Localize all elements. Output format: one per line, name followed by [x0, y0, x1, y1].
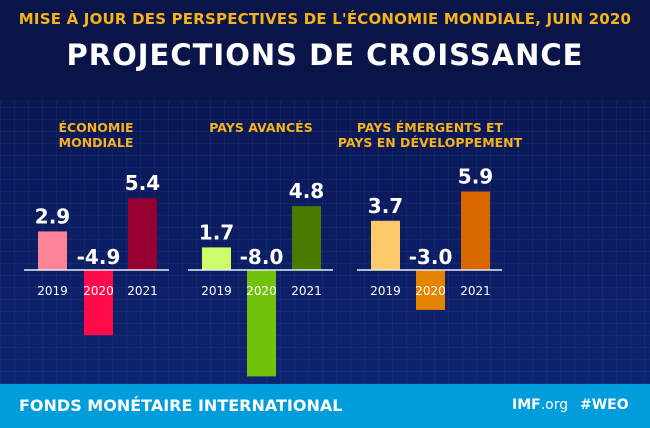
organization-name: FONDS MONÉTAIRE INTERNATIONAL	[19, 396, 343, 415]
data-label: 2.9	[35, 204, 70, 228]
page-title: PROJECTIONS DE CROISSANCE	[66, 38, 584, 72]
data-label: 3.7	[368, 194, 403, 218]
data-label: -4.9	[77, 245, 121, 269]
data-label: 4.8	[289, 179, 324, 203]
data-label: 5.4	[125, 171, 160, 195]
bar-2020	[416, 270, 445, 310]
year-label: 2019	[37, 284, 68, 298]
year-label: 2020	[246, 284, 277, 298]
imf-link[interactable]: IMF.org	[512, 397, 568, 413]
report-subtitle: MISE À JOUR DES PERSPECTIVES DE L'ÉCONOM…	[18, 10, 632, 28]
group-title: MONDIALE	[59, 135, 134, 150]
group-title: PAYS AVANCÉS	[209, 120, 312, 135]
data-label: -8.0	[240, 245, 284, 269]
footer-bar: FONDS MONÉTAIRE INTERNATIONAL IMF.org #W…	[0, 384, 650, 428]
bar-2021	[461, 191, 490, 270]
site-rest: .org	[540, 397, 569, 413]
bar-2020	[84, 270, 113, 336]
bar-2019	[371, 220, 400, 270]
bar-2021	[292, 206, 321, 270]
year-label: 2021	[127, 284, 158, 298]
bar-2019	[38, 231, 67, 270]
group-title: PAYS ÉMERGENTS ET	[357, 120, 504, 135]
group-title: ÉCONOMIE	[58, 120, 133, 135]
data-label: 1.7	[199, 220, 234, 244]
group-title: PAYS EN DÉVELOPPEMENT	[338, 135, 523, 150]
year-label: 2019	[370, 284, 401, 298]
data-label: 5.9	[458, 165, 493, 189]
data-label: -3.0	[409, 245, 453, 269]
year-label: 2020	[83, 284, 114, 298]
year-label: 2021	[460, 284, 491, 298]
site-bold: IMF	[512, 397, 541, 413]
year-label: 2020	[415, 284, 446, 298]
bar-2019	[202, 247, 231, 270]
hashtag[interactable]: #WEO	[580, 397, 629, 413]
bar-2020	[247, 270, 276, 377]
year-label: 2021	[291, 284, 322, 298]
year-label: 2019	[201, 284, 232, 298]
bar-2021	[128, 198, 157, 270]
